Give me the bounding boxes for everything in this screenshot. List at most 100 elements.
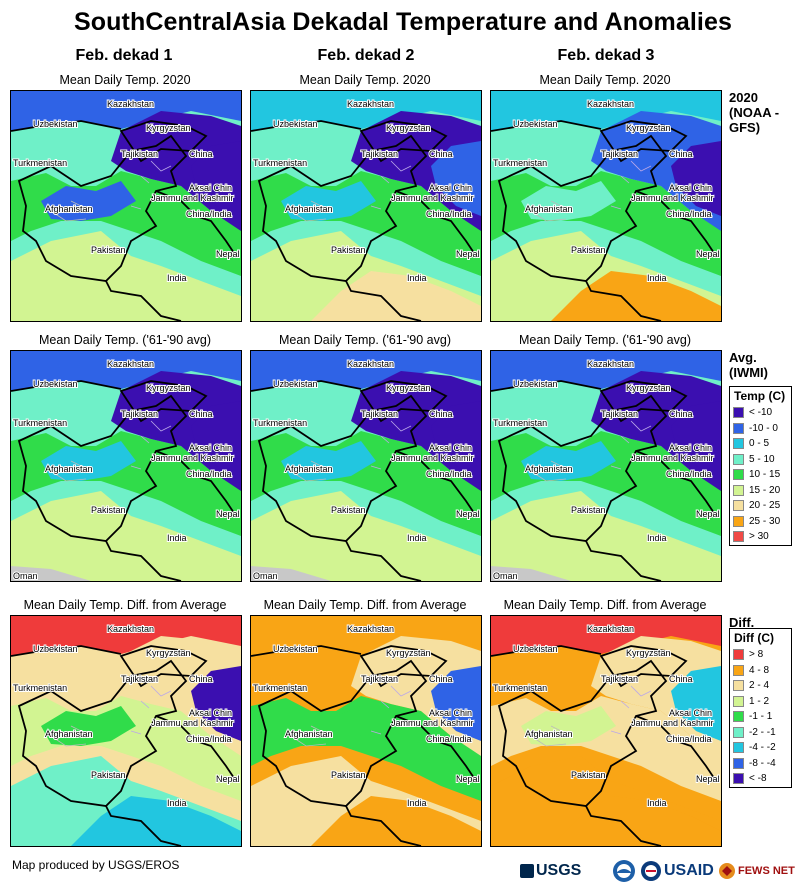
map-label-china: China [669,149,693,159]
map-diff-dekad-3: Kazakhstan Uzbekistan Kyrgyzstan Tajikistan… [490,615,722,847]
caption-r3-c3: Mean Daily Temp. Diff. from Average [503,598,707,612]
map-label-kyrgyzstan: Kyrgyzstan [626,383,671,393]
legend-temperature-swatch [733,438,744,450]
caption-r2-c3: Mean Daily Temp. ('61-'90 avg) [519,333,691,347]
legend-difference-label: -2 - -1 [749,726,776,738]
row-label-avg: Avg. (IWMI) [729,350,768,380]
map-label-india: India [407,533,427,543]
legend-temperature-label: 0 - 5 [749,438,770,450]
legend-temperature-label: -10 - 0 [749,422,778,434]
map-label-india: India [407,273,427,283]
map-label-turkmenistan: Turkmenistan [493,158,547,168]
map-label-tajikistan: Tajikistan [121,674,158,684]
map-label-kyrgyzstan: Kyrgyzstan [146,383,191,393]
map-label-tajikistan: Tajikistan [361,674,398,684]
map-label-jammu-kashmir: Jammu and Kashmir [391,453,474,463]
map-label-kyrgyzstan: Kyrgyzstan [626,648,671,658]
map-label-nepal: Nepal [696,249,720,259]
map-label-china-india: China/India [666,209,712,219]
legend-difference-item: -4 - -2 [730,740,791,756]
map-label-turkmenistan: Turkmenistan [253,683,307,693]
map-label-afghanistan: Afghanistan [285,729,333,739]
legend-difference-swatch [733,742,744,754]
map-label-pakistan: Pakistan [331,245,366,255]
map-label-kyrgyzstan: Kyrgyzstan [386,383,431,393]
map-label-tajikistan: Tajikistan [361,409,398,419]
usgs-logo: USGS [520,856,581,886]
legend-difference-label: -4 - -2 [749,742,776,754]
map-label-turkmenistan: Turkmenistan [253,158,307,168]
map-label-nepal: Nepal [696,774,720,784]
caption-r1-c2: Mean Daily Temp. 2020 [299,73,431,87]
caption-r1-c1: Mean Daily Temp. 2020 [59,73,191,87]
legend-difference-swatch [733,695,744,707]
legend-difference-label: < -8 [749,773,767,785]
legend-temperature-item: 5 - 10 [730,452,791,468]
legend-temperature-label: 25 - 30 [749,515,781,527]
fews-net-logo-text: FEWS NET [738,865,795,877]
map-label-kazakhstan: Kazakhstan [587,624,634,634]
column-header-dekad-2: Feb. dekad 2 [317,47,415,64]
map-label-jammu-kashmir: Jammu and Kashmir [391,718,474,728]
map-label-uzbekistan: Uzbekistan [273,644,318,654]
legend-difference: Diff (C) > 8 4 - 8 2 - 4 1 - 2 -1 - 1 -2 - -1… [729,628,792,788]
map-label-aksai-chin: Aksai Chin [189,443,232,453]
map-label-oman: Oman [253,571,278,581]
map-label-aksai-chin: Aksai Chin [669,183,712,193]
map-label-afghanistan: Afghanistan [285,464,333,474]
legend-temperature-swatch [733,515,744,527]
legend-difference-swatch [733,711,744,723]
legend-temperature-title: Temp (C) [734,389,786,403]
map-label-india: India [407,798,427,808]
legend-temperature-item: 25 - 30 [730,514,791,530]
map-label-afghanistan: Afghanistan [525,729,573,739]
map-label-jammu-kashmir: Jammu and Kashmir [391,193,474,203]
legend-temperature-swatch [733,484,744,496]
map-label-oman: Oman [13,571,38,581]
map-diff-dekad-1: Kazakhstan Uzbekistan Kyrgyzstan Tajikistan… [10,615,242,847]
map-label-aksai-chin: Aksai Chin [429,443,472,453]
legend-difference-label: -1 - 1 [749,711,773,723]
column-header-dekad-1: Feb. dekad 1 [75,47,173,64]
map-label-aksai-chin: Aksai Chin [429,183,472,193]
map-avg-dekad-2: Kazakhstan Uzbekistan Kyrgyzstan Tajikistan… [250,350,482,582]
legend-temperature-swatch [733,453,744,465]
map-label-pakistan: Pakistan [571,770,606,780]
legend-temperature-label: 15 - 20 [749,484,781,496]
map-label-china-india: China/India [186,734,232,744]
legend-temperature-item: 20 - 25 [730,498,791,514]
map-label-nepal: Nepal [456,509,480,519]
legend-temperature-label: 20 - 25 [749,500,781,512]
map-label-tajikistan: Tajikistan [601,149,638,159]
map-label-kazakhstan: Kazakhstan [107,624,154,634]
legend-difference-swatch [733,757,744,769]
map-diff-dekad-2: Kazakhstan Uzbekistan Kyrgyzstan Tajikistan… [250,615,482,847]
legend-temperature-label: > 30 [749,531,769,543]
map-label-china-india: China/India [186,209,232,219]
legend-temperature-item: 0 - 5 [730,436,791,452]
map-label-china: China [189,674,213,684]
legend-temperature-label: 5 - 10 [749,453,775,465]
legend-temperature-item: 15 - 20 [730,483,791,499]
map-label-tajikistan: Tajikistan [361,149,398,159]
legend-temperature: Temp (C) < -10 -10 - 0 0 - 5 5 - 10 10 - 15 1… [729,386,792,546]
usaid-logo-text: USAID [664,862,714,879]
legend-temperature-item: > 30 [730,529,791,545]
legend-temperature-swatch [733,500,744,512]
map-label-pakistan: Pakistan [331,770,366,780]
legend-temperature-item: 10 - 15 [730,467,791,483]
map-label-jammu-kashmir: Jammu and Kashmir [151,453,234,463]
map-label-china-india: China/India [426,209,472,219]
map-label-kyrgyzstan: Kyrgyzstan [626,123,671,133]
legend-difference-item: 2 - 4 [730,678,791,694]
map-label-nepal: Nepal [456,249,480,259]
legend-difference-label: 1 - 2 [749,695,770,707]
map-label-jammu-kashmir: Jammu and Kashmir [631,453,714,463]
legend-temperature-swatch [733,422,744,434]
caption-r1-c3: Mean Daily Temp. 2020 [539,73,671,87]
map-2020-dekad-2: Kazakhstan Uzbekistan Kyrgyzstan Tajikistan… [250,90,482,322]
map-label-uzbekistan: Uzbekistan [33,379,78,389]
legend-difference-label: > 8 [749,649,764,661]
legend-difference-title: Diff (C) [734,631,774,645]
map-label-china: China [429,149,453,159]
